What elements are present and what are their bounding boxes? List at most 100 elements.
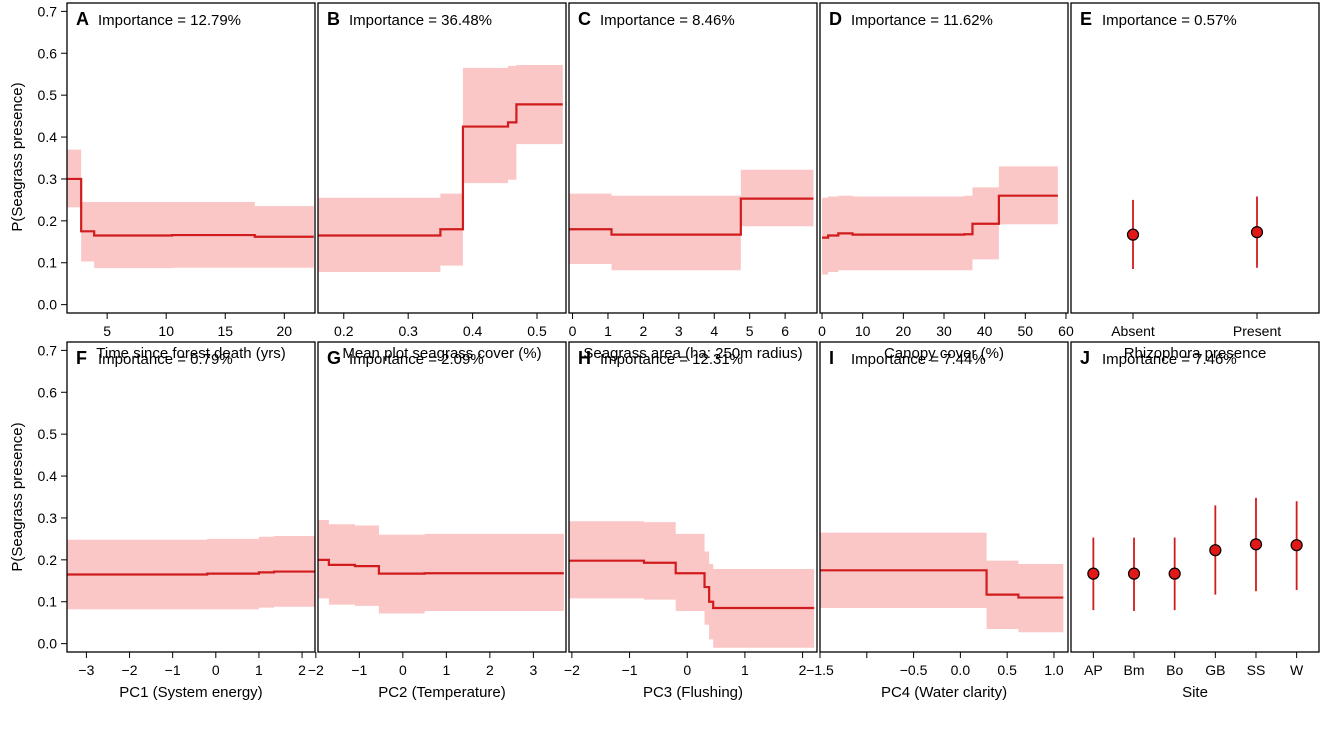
- x-tick-label: SS: [1247, 662, 1266, 678]
- x-axis-label: Site: [1182, 684, 1208, 701]
- y-tick-label: 0.4: [38, 129, 58, 145]
- x-tick-label: 0.4: [463, 323, 483, 339]
- x-axis-label: PC2 (Temperature): [378, 684, 506, 701]
- panel-frame: [1070, 341, 1320, 653]
- importance-label: Importance = 0.57%: [1102, 12, 1237, 29]
- x-axis-label: Rhizophora presence: [1124, 345, 1267, 362]
- x-axis-label: PC3 (Flushing): [643, 684, 743, 701]
- confidence-band: [318, 520, 564, 614]
- x-tick-label: Bm: [1124, 662, 1145, 678]
- x-tick-label: 2: [298, 662, 306, 678]
- x-axis-label: Seagrass area (ha: 250m radius): [583, 345, 802, 362]
- panel-frame: [568, 2, 818, 314]
- importance-label: Importance = 11.62%: [851, 12, 993, 29]
- x-tick-label: 1: [255, 662, 263, 678]
- x-tick-label: 0: [683, 662, 691, 678]
- panel-letter: I: [829, 348, 834, 368]
- panel-e: Absent Present E Importance = 0.57% Rhizopho…: [1070, 2, 1320, 362]
- y-tick-label: 0.0: [38, 636, 58, 652]
- x-tick-label: 60: [1058, 323, 1074, 339]
- panel-letter: E: [1080, 9, 1092, 29]
- y-tick-label: 0.4: [38, 468, 58, 484]
- y-tick-label: 0.2: [38, 552, 58, 568]
- data-point: [1290, 539, 1303, 552]
- data-point: [1126, 228, 1140, 241]
- panel-c: 0 1 2 3 4 5 6 C Importance = 8.46% Seagrass area …: [568, 2, 818, 362]
- x-tick-label: Present: [1233, 323, 1281, 339]
- panel-f: −3 −2 −1 0 1 2 0.0 0.1 0.2 0.3 0.4 0.5 0.6 0.7 F Import…: [38, 341, 316, 701]
- confidence-band: [820, 532, 1064, 633]
- x-tick-label: 1: [442, 662, 450, 678]
- x-tick-label: 2: [799, 662, 807, 678]
- data-point: [1209, 544, 1222, 557]
- panel-frame: [317, 2, 567, 314]
- y-tick-label: 0.1: [38, 255, 58, 271]
- importance-label: Importance = 36.48%: [349, 12, 492, 29]
- importance-label: Importance = 8.46%: [600, 12, 735, 29]
- importance-label: Importance = 0.79%: [98, 351, 233, 368]
- x-tick-label: 0: [818, 323, 826, 339]
- panel-frame: [317, 341, 567, 653]
- data-point: [1087, 567, 1100, 580]
- panel-letter: G: [327, 348, 341, 368]
- confidence-band: [318, 65, 563, 272]
- x-tick-label: 30: [936, 323, 952, 339]
- confidence-band: [822, 166, 1058, 275]
- x-tick-label: 0.2: [334, 323, 354, 339]
- y-tick-label: 0.6: [38, 384, 58, 400]
- x-axis-label: Time since forest death (yrs): [96, 345, 286, 362]
- y-tick-label: 0.5: [38, 426, 58, 442]
- x-tick-label: 3: [529, 662, 537, 678]
- x-tick-label: −1.5: [806, 662, 834, 678]
- y-tick-label: 0.6: [38, 45, 58, 61]
- panel-letter: C: [578, 9, 591, 29]
- partial-dependence-line: [318, 558, 564, 575]
- partial-dependence-line: [569, 197, 814, 236]
- x-tick-label: 1.0: [1044, 662, 1064, 678]
- data-point: [1168, 567, 1181, 580]
- x-tick-label: 2: [486, 662, 494, 678]
- importance-label: Importance = 7.46%: [1102, 351, 1237, 368]
- y-tick-label: 0.0: [38, 297, 58, 313]
- partial-dependence-line: [67, 177, 314, 238]
- x-tick-label: −1: [622, 662, 638, 678]
- x-axis-label: PC1 (System energy): [119, 684, 262, 701]
- y-tick-label: 0.3: [38, 510, 58, 526]
- importance-label: Importance = 12.79%: [98, 12, 241, 29]
- partial-dependence-line: [67, 570, 315, 576]
- x-axis-label: Mean plot seagrass cover (%): [342, 345, 541, 362]
- importance-label: Importance = 12.31%: [600, 351, 743, 368]
- x-tick-label: −2: [308, 662, 324, 678]
- x-tick-label: W: [1290, 662, 1304, 678]
- panel-letter: B: [327, 9, 340, 29]
- ylabel-top: P(Seagrass presence): [9, 82, 26, 231]
- y-tick-label: 0.2: [38, 213, 58, 229]
- x-tick-label: 1: [741, 662, 749, 678]
- partial-dependence-line: [820, 569, 1064, 599]
- data-point: [1249, 538, 1263, 551]
- panel-letter: F: [76, 348, 87, 368]
- x-tick-label: Absent: [1111, 323, 1155, 339]
- x-tick-label: GB: [1205, 662, 1225, 678]
- panel-j: AP Bm Bo GB SS W J Importance = 7.46% Site: [1070, 341, 1320, 701]
- x-tick-label: 20: [896, 323, 912, 339]
- panel-b: 0.2 0.3 0.4 0.5 B Importance = 36.48% Mean plo…: [317, 2, 567, 362]
- x-tick-label: 3: [675, 323, 683, 339]
- confidence-band: [67, 535, 315, 610]
- panel-frame: [819, 341, 1069, 653]
- x-tick-label: −1: [351, 662, 367, 678]
- panel-g: −2 −1 0 1 2 3 G Importance = 2.09% PC2 (Temperat…: [308, 341, 567, 701]
- x-tick-label: 15: [217, 323, 233, 339]
- x-tick-label: 5: [746, 323, 754, 339]
- panel-letter: D: [829, 9, 842, 29]
- data-point: [1127, 567, 1141, 580]
- x-tick-label: 0: [569, 323, 577, 339]
- importance-label: Importance = 2.09%: [349, 351, 484, 368]
- confidence-band: [569, 169, 814, 271]
- x-tick-label: −2: [564, 662, 580, 678]
- panel-frame: [568, 341, 818, 653]
- x-tick-label: Bo: [1166, 662, 1183, 678]
- ylabel-bottom: P(Seagrass presence): [9, 422, 26, 571]
- panels: 5 10 15 200.00.10.20.30.40.50.60.7 A Importan…: [38, 2, 1320, 701]
- x-tick-label: 2: [640, 323, 648, 339]
